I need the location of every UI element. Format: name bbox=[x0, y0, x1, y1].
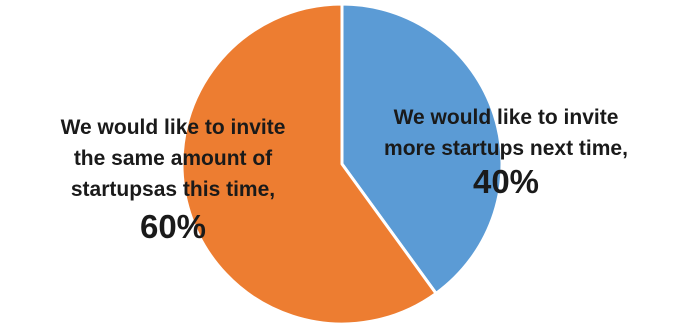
pie-labels: We would like to invite more startups nex… bbox=[61, 106, 628, 245]
pie-slice-2 bbox=[180, 2, 438, 325]
slice-label-line: We would like to invite bbox=[394, 106, 619, 129]
slice-label-line: We would like to invite bbox=[61, 116, 286, 139]
slice-percent-label: 40% bbox=[473, 163, 539, 200]
slice-percent-label: 60% bbox=[140, 208, 206, 245]
pie-slice-1 bbox=[340, 2, 504, 295]
slice-label-line: the same amount of bbox=[74, 147, 273, 170]
slice-label-2: We would like to invite the same amount o… bbox=[61, 116, 286, 245]
slice-label-1: We would like to invite more startups nex… bbox=[384, 106, 628, 200]
slice-label-line: more startups next time, bbox=[384, 137, 628, 160]
pie-slices bbox=[180, 2, 504, 325]
slice-label-line: startupsas this time, bbox=[71, 178, 275, 201]
